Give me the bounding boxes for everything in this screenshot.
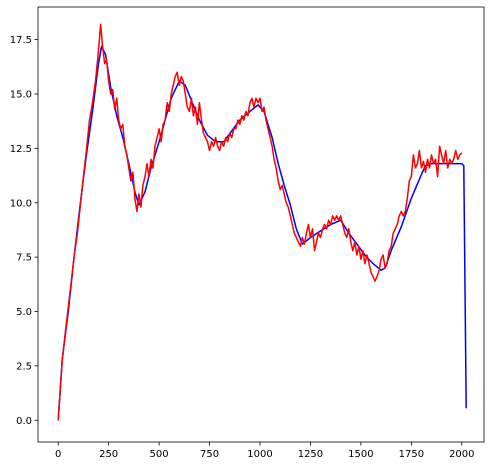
x-tick-label: 2000: [449, 449, 474, 460]
y-tick-label: 0.0: [16, 416, 32, 427]
series-line-2: [57, 23, 463, 421]
x-tick-label: 1000: [247, 449, 272, 460]
y-tick-label: 10.0: [10, 198, 32, 209]
y-tick-label: 2.5: [16, 361, 32, 372]
y-tick-label: 15.0: [10, 90, 32, 101]
y-axis-ticks: 0.0 2.5 5.0 7.5 10.0 12.5 15.0 17.5: [10, 35, 38, 427]
axes-frame: [37, 6, 485, 443]
x-tick-label: 500: [150, 449, 169, 460]
x-axis-ticks: 0 250 500 750 1000 1250 1500 1750 2000: [55, 442, 475, 460]
y-tick-label: 12.5: [10, 144, 32, 155]
y-tick-label: 17.5: [10, 35, 32, 46]
x-tick-label: 1750: [399, 449, 424, 460]
x-tick-label: 750: [200, 449, 219, 460]
x-tick-label: 250: [99, 449, 118, 460]
x-tick-label: 1500: [348, 449, 373, 460]
plot-area-background: [38, 7, 484, 442]
x-tick-label: 1250: [298, 449, 323, 460]
y-tick-label: 5.0: [16, 307, 32, 318]
x-tick-label: 0: [55, 449, 61, 460]
y-tick-label: 7.5: [16, 253, 32, 264]
series-layer: [57, 23, 467, 421]
